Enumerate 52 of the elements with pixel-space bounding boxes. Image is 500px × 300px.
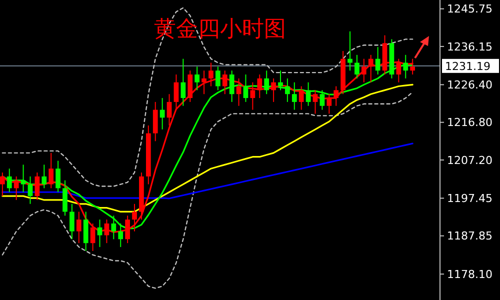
- candlestick: [180, 58, 186, 106]
- candlestick: [20, 164, 26, 193]
- candlestick: [222, 70, 228, 95]
- candlestick: [334, 86, 339, 106]
- candlestick: [56, 160, 60, 193]
- candlestick: [14, 176, 19, 200]
- candlestick: [28, 176, 33, 204]
- candlestick: [320, 90, 325, 110]
- candlestick: [76, 211, 82, 244]
- candlestick: [271, 78, 276, 102]
- candlestick: [250, 82, 256, 110]
- candlestick: [278, 70, 283, 91]
- candlestick: [70, 203, 74, 240]
- candlestick: [166, 94, 172, 126]
- candlestick: [375, 46, 380, 75]
- line-series: [2, 7, 414, 187]
- candlestick: [188, 70, 193, 102]
- candlestick: [194, 66, 200, 91]
- candlestick: [62, 180, 68, 216]
- candlestick: [264, 70, 270, 95]
- candlestick: [326, 94, 332, 114]
- candlestick: [243, 74, 248, 102]
- candlestick: [42, 164, 47, 189]
- y-tick-label: 1187.85: [447, 230, 492, 243]
- candlestick: [312, 90, 318, 114]
- line-series: [2, 92, 414, 289]
- candlestick: [298, 86, 304, 110]
- candlestick: [292, 82, 297, 110]
- candlestick: [354, 54, 360, 79]
- y-tick-label: 1236.15: [447, 40, 492, 54]
- text: 黄金四小时图: [154, 17, 286, 42]
- y-tick-label: 1226.40: [447, 78, 492, 92]
- candlestick: [229, 70, 234, 102]
- candlestick: [215, 66, 220, 91]
- y-tick-label: 1245.75: [447, 2, 492, 16]
- candlestick: [48, 152, 54, 189]
- candlestick: [285, 78, 290, 102]
- y-tick-label: 1216.80: [447, 116, 492, 130]
- candlestick: [348, 30, 352, 72]
- y-tick-label: 1178.10: [447, 268, 492, 281]
- y-tick-label: 1207.20: [447, 154, 492, 167]
- y-tick-label: 1197.45: [447, 192, 492, 206]
- candlestick: [83, 211, 88, 252]
- candlestick: [174, 74, 179, 110]
- candlestick: [306, 82, 311, 106]
- candlestick: [34, 172, 40, 200]
- ref-line-label: 1231.19: [445, 60, 490, 73]
- candlestick: [257, 74, 262, 99]
- candlestick: [97, 219, 102, 248]
- candlestick: [6, 168, 12, 193]
- candlestick: [152, 101, 158, 142]
- candlestick: [202, 70, 206, 95]
